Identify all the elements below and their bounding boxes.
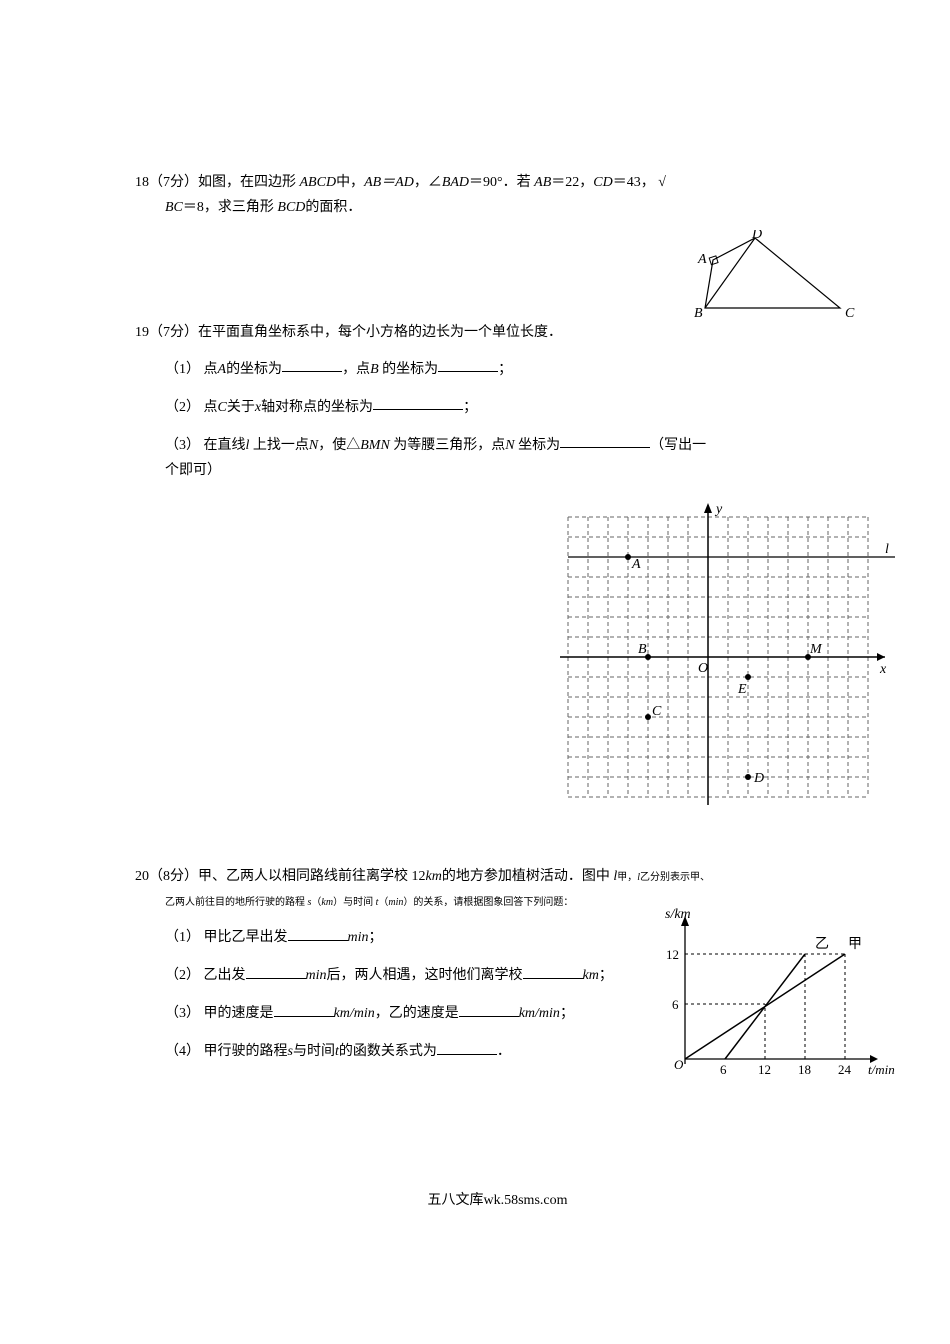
label-B: B	[694, 306, 703, 321]
xtick-24: 24	[838, 1062, 852, 1077]
problem-number: 19	[135, 325, 149, 340]
blank-meet-time	[246, 962, 306, 979]
blank-B-coord	[438, 356, 498, 373]
y-axis-label: s/km	[665, 907, 691, 922]
x-axis-label: x	[879, 662, 887, 677]
blank-C-reflect	[373, 394, 463, 411]
problem-points: （7分）	[149, 175, 198, 190]
problem-number: 18	[135, 175, 149, 190]
problem-19-sub2: （2） 点C关于x轴对称点的坐标为；	[165, 394, 860, 420]
line-jia-label: 甲	[848, 937, 862, 952]
point-A-label: A	[631, 557, 641, 572]
point-M-label: M	[809, 642, 823, 657]
y-axis-label: y	[714, 502, 723, 517]
quadrilateral-abcd-diagram: A B C D	[670, 230, 860, 330]
blank-speed-yi	[459, 1000, 519, 1017]
blank-speed-jia	[274, 1000, 334, 1017]
problem-points: （7分）	[149, 325, 198, 340]
problem-19-sub1: （1） 点A的坐标为，点B 的坐标为；	[165, 356, 860, 382]
problem-number: 20	[135, 869, 149, 884]
label-A: A	[697, 252, 707, 267]
xtick-18: 18	[798, 1062, 811, 1077]
problem-20: 20（8分）甲、乙两人以相同路线前往离学校 12km的地方参加植树活动．图中 l…	[135, 864, 860, 1089]
problem-points: （8分）	[149, 869, 198, 884]
blank-function	[437, 1038, 497, 1055]
page-footer: 五八文库wk.58sms.com	[135, 1188, 860, 1213]
origin-label: O	[698, 661, 708, 676]
point-E-label: E	[737, 682, 747, 697]
xtick-6: 6	[720, 1062, 727, 1077]
problem-18: A B C D 18（7分）如图，在四边形 ABCD中，AB＝AD，∠BAD＝9…	[135, 170, 860, 220]
coordinate-grid-diagram: y x l O A B C D E M	[540, 495, 900, 815]
label-C: C	[845, 306, 855, 321]
blank-N-coord	[560, 432, 650, 449]
blank-meet-dist	[523, 962, 583, 979]
line-yi-label: 乙	[815, 936, 829, 952]
problem-19-sub3: （3） 在直线l 上找一点N，使△BMN 为等腰三角形，点N 坐标为（写出一 个…	[165, 432, 860, 483]
problem-19-figure-wrap: y x l O A B C D E M	[135, 495, 900, 824]
distance-time-graph: s/km O 6 12 6 12 18 24 t/min 甲 乙	[640, 904, 900, 1079]
line-l-label: l	[885, 542, 889, 557]
x-axis-label: t/min	[868, 1062, 895, 1077]
ytick-12: 12	[666, 947, 679, 962]
origin-label: O	[674, 1057, 684, 1072]
xtick-12: 12	[758, 1062, 771, 1077]
problem-19: 19（7分）在平面直角坐标系中，每个小方格的边长为一个单位长度． （1） 点A的…	[135, 320, 860, 824]
point-D-label: D	[753, 771, 764, 786]
label-D: D	[751, 230, 762, 242]
ytick-6: 6	[672, 997, 679, 1012]
blank-early	[288, 924, 348, 941]
problem-18-text: 18（7分）如图，在四边形 ABCD中，AB＝AD，∠BAD＝90°．若 AB＝…	[135, 170, 860, 220]
point-B-label: B	[638, 642, 647, 657]
problem-20-figure: s/km O 6 12 6 12 18 24 t/min 甲 乙	[640, 904, 900, 1088]
blank-A-coord	[282, 356, 342, 373]
point-C-label: C	[652, 704, 662, 719]
sqrt-symbol: √	[658, 170, 666, 195]
problem-19-text: 19（7分）在平面直角坐标系中，每个小方格的边长为一个单位长度．	[135, 320, 860, 345]
